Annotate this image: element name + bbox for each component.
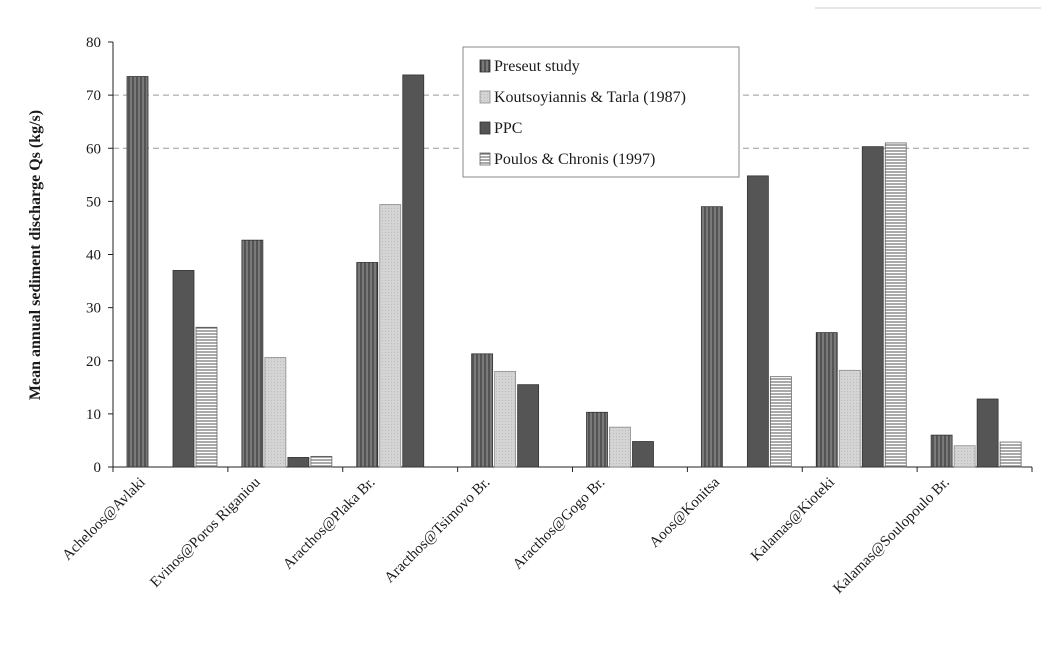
x-category-label: Kalamas@Kioteki (748, 475, 838, 565)
y-tick-label: 50 (86, 194, 101, 210)
x-category-label: Kalamas@Soulopoulo Br. (830, 475, 952, 597)
x-category-label: Aracthos@Tsimovo Br. (382, 475, 494, 587)
legend-label-3: Poulos & Chronis (1997) (494, 151, 655, 168)
legend-label-0: Preseut study (494, 58, 580, 75)
bar-series-0-7 (930, 434, 953, 468)
bar-series-3-5 (769, 376, 792, 468)
bars (126, 74, 1022, 468)
y-tick-label: 20 (86, 354, 101, 370)
bar-series-2-0 (172, 270, 195, 468)
bar-series-1-3 (494, 370, 517, 468)
bar-series-1-1 (264, 357, 287, 468)
bar-series-0-0 (126, 76, 149, 468)
bar-series-0-1 (241, 239, 264, 468)
x-category-label: Acheloos@Avlaki (60, 475, 149, 564)
bar-series-2-4 (632, 441, 654, 468)
y-tick-label: 60 (86, 141, 101, 157)
bar-series-2-6 (861, 146, 884, 468)
bar-series-3-6 (884, 142, 907, 468)
y-tick-label: 0 (94, 460, 102, 476)
bar-series-2-3 (517, 384, 540, 468)
bar-series-0-2 (356, 262, 379, 468)
legend-label-2: PPC (494, 120, 522, 137)
x-category-label: Evinos@Poros Riganiou (147, 474, 264, 591)
legend-label-1: Koutsoyiannis & Tarla (1987) (494, 89, 686, 106)
x-category-label: Aoos@Konitsa (647, 474, 724, 551)
legend-swatch-1 (479, 90, 491, 104)
legend-swatch-2 (479, 121, 491, 135)
bar-series-0-6 (815, 332, 838, 468)
legend-swatch-3 (479, 152, 491, 166)
legend-swatch-0 (479, 59, 491, 73)
bar-series-1-4 (609, 426, 631, 468)
bar-series-3-1 (310, 455, 333, 468)
legend: Preseut study Koutsoyiannis & Tarla (1987… (462, 46, 740, 178)
y-tick-label: 70 (86, 88, 101, 104)
bar-series-2-5 (746, 175, 769, 468)
y-tick-label: 80 (86, 35, 101, 51)
bar-series-0-5 (700, 206, 723, 468)
bar-series-3-0 (195, 326, 218, 468)
y-axis-label: Mean annual sediment discharge Qs (kg/s) (27, 110, 44, 400)
y-tick-label: 10 (86, 407, 101, 423)
bar-series-3-7 (999, 441, 1022, 468)
bar-series-0-4 (586, 411, 608, 468)
bar-series-2-1 (287, 457, 310, 468)
bar-series-2-2 (402, 74, 425, 468)
x-category-label: Aracthos@Gogo Br. (510, 475, 608, 573)
bar-series-0-3 (471, 353, 494, 468)
bar-series-2-7 (976, 398, 999, 468)
bar-series-1-7 (953, 445, 976, 468)
bar-series-1-2 (379, 204, 402, 468)
y-tick-label: 30 (86, 301, 101, 317)
x-category-label: Aracthos@Plaka Br. (280, 475, 378, 573)
y-tick-label: 40 (86, 248, 101, 264)
legend-box (462, 46, 740, 178)
bar-series-1-6 (838, 369, 861, 468)
